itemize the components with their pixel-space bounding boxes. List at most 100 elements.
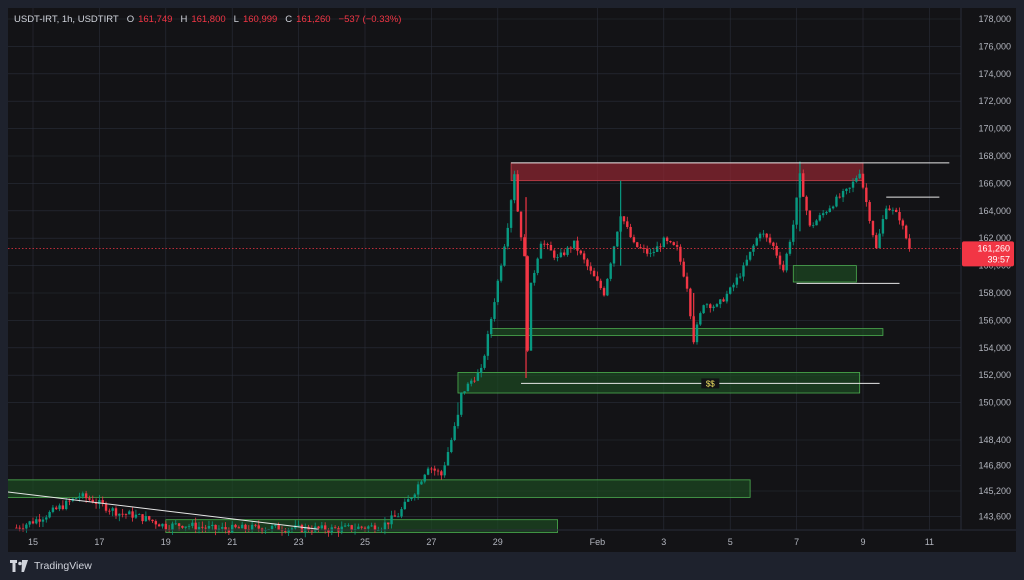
candle-body xyxy=(320,525,324,529)
candle-body xyxy=(709,304,712,309)
candle-body xyxy=(277,524,280,531)
candle-body xyxy=(61,505,65,510)
candle-body xyxy=(297,524,300,526)
candle-body xyxy=(483,355,486,368)
candle-body xyxy=(327,530,330,533)
zone-demand-3 xyxy=(457,372,861,394)
candle-body xyxy=(831,206,835,209)
candle-body xyxy=(516,174,519,212)
tradingview-logo-icon[interactable] xyxy=(10,560,28,572)
candle-body xyxy=(473,380,476,382)
candle-body xyxy=(513,174,516,201)
chart-panel[interactable]: $$ 178,000 176,000 174,000 172,000 170,000 16… xyxy=(8,8,1016,552)
candle-body xyxy=(762,233,765,235)
candle-body xyxy=(25,524,28,529)
candle-body xyxy=(539,243,543,259)
candle-body xyxy=(509,200,513,228)
candle-body xyxy=(184,526,187,528)
candle-body xyxy=(812,225,815,227)
candle-body xyxy=(838,196,841,198)
candle-body xyxy=(782,264,785,271)
candle-body xyxy=(612,246,616,264)
candle-body xyxy=(214,524,217,530)
y-tick-label: 143,600 xyxy=(978,512,1011,522)
candle-body xyxy=(526,256,529,351)
candle-body xyxy=(755,238,758,246)
candle-body xyxy=(606,278,609,296)
candle-body xyxy=(323,525,327,531)
candle-body xyxy=(254,524,257,526)
candle-body xyxy=(788,241,792,254)
footer: TradingView xyxy=(0,552,1024,580)
x-tick-label: 5 xyxy=(728,537,733,547)
candle-body xyxy=(752,245,755,252)
candle-body xyxy=(436,470,440,472)
candle-body xyxy=(157,524,161,527)
candle-body xyxy=(466,383,470,392)
candle-body xyxy=(589,266,592,271)
zone-supply xyxy=(510,162,864,182)
candle-body xyxy=(685,276,689,289)
candle-body xyxy=(815,220,818,226)
candle-body xyxy=(559,252,563,257)
candle-body xyxy=(642,247,646,249)
candle-body xyxy=(237,527,241,529)
price-tag-bg xyxy=(962,241,1014,267)
symbol-name[interactable]: USDT-IRT, 1h, USDTIRT xyxy=(14,14,119,25)
candle-body xyxy=(370,525,373,527)
brand-name[interactable]: TradingView xyxy=(34,560,92,572)
candle-body xyxy=(307,526,310,531)
candle-body xyxy=(187,525,191,527)
candle-body xyxy=(506,227,509,247)
x-tick-label: 29 xyxy=(493,537,503,547)
candle-body xyxy=(655,246,659,252)
zone-demand-2 xyxy=(490,328,884,336)
candle-body xyxy=(68,500,71,502)
y-tick-label: 176,000 xyxy=(978,41,1011,51)
y-tick-label: 164,000 xyxy=(978,206,1011,216)
candle-body xyxy=(523,237,526,257)
x-tick-label: 7 xyxy=(794,537,799,547)
x-tick-label: 15 xyxy=(28,537,38,547)
candle-body xyxy=(622,216,626,222)
candle-body xyxy=(78,496,81,499)
candle-body xyxy=(410,497,413,500)
candle-body xyxy=(108,510,111,512)
candle-body xyxy=(363,527,367,529)
zone-demand-4 xyxy=(8,479,751,498)
candle-body xyxy=(48,511,51,518)
candle-body xyxy=(785,253,788,271)
candle-body xyxy=(440,471,443,476)
candle-body xyxy=(885,208,888,220)
candle-body xyxy=(91,499,94,503)
candle-body xyxy=(406,499,410,502)
candle-body xyxy=(682,261,685,277)
candle-body xyxy=(553,250,556,258)
candle-body xyxy=(891,209,895,211)
candle-body xyxy=(463,391,466,393)
candle-body xyxy=(499,265,503,281)
candle-body xyxy=(257,525,260,529)
candle-body xyxy=(602,288,606,296)
candle-body xyxy=(460,392,463,415)
candle-body xyxy=(224,527,227,530)
candle-body xyxy=(207,526,211,529)
candle-body xyxy=(729,287,732,294)
candle-body xyxy=(738,276,742,278)
candle-body xyxy=(250,524,254,531)
candle-body xyxy=(114,508,118,516)
candle-body xyxy=(138,514,141,516)
candle-body xyxy=(705,304,709,306)
low-value: 160,999 xyxy=(242,14,278,25)
candle-body xyxy=(244,524,247,530)
candle-body xyxy=(543,243,546,245)
candle-body xyxy=(397,516,400,518)
candle-body xyxy=(895,209,898,212)
candle-body xyxy=(808,210,812,226)
y-tick-label: 162,000 xyxy=(978,233,1011,243)
candle-body xyxy=(161,523,164,527)
price-chart[interactable]: $$ 178,000 176,000 174,000 172,000 170,000 16… xyxy=(8,8,1016,552)
candle-body xyxy=(204,527,207,529)
y-tick-label: 172,000 xyxy=(978,96,1011,106)
candle-body xyxy=(712,306,715,309)
